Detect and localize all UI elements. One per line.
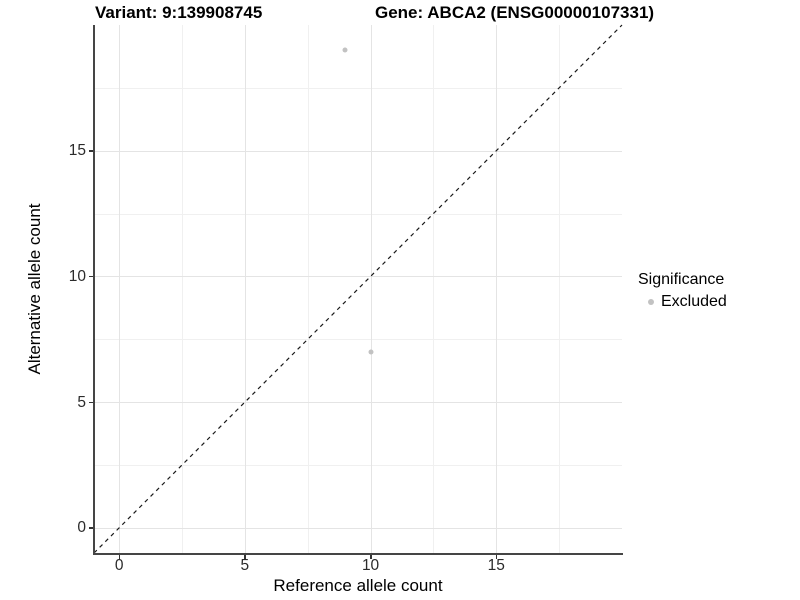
minor-gridline-x [433,25,435,553]
major-gridline-x [370,25,372,553]
y-tick-label: 10 [68,267,86,285]
x-axis-line [93,553,623,555]
x-tick-label: 5 [240,557,250,574]
x-tick-label: 15 [487,557,505,574]
y-axis-tick [89,527,93,529]
major-gridline-y [94,150,622,152]
legend: Significance Excluded [638,271,727,311]
legend-title: Significance [638,271,725,288]
minor-gridline-x [182,25,183,553]
x-axis-title: Reference allele count [273,576,443,595]
minor-gridline-y [94,213,622,215]
identity-reference-line [93,24,623,554]
excluded-point-icon [648,298,654,305]
plot-title-variant: Variant: 9:139908745 [95,3,263,22]
major-gridline-x [244,25,246,553]
x-axis-tick [495,554,498,559]
y-tick-label: 0 [77,519,86,537]
minor-gridline-y [94,465,622,466]
y-tick-label: 5 [77,393,86,411]
minor-gridline-y [94,339,622,341]
legend-item-excluded: Excluded [638,292,727,311]
legend-item-label: Excluded [661,292,727,310]
data-point [342,47,348,53]
y-axis-line [93,25,95,554]
y-axis-tick [89,401,93,404]
major-gridline-y [94,276,622,278]
minor-gridline-x [307,25,309,553]
minor-gridline-y [94,87,622,89]
plot-panel [93,24,623,554]
legend-key-swatch [643,294,659,310]
plot-title-gene: Gene: ABCA2 (ENSG00000107331) [375,3,655,22]
y-axis-title: Alternative allele count [25,203,44,375]
y-axis-tick [89,275,93,278]
x-tick-label: 10 [361,557,380,574]
x-axis-tick [244,554,246,559]
x-axis-tick [370,554,372,559]
minor-gridline-x [559,25,561,553]
major-gridline-y [94,402,622,404]
major-gridline-y [94,527,622,529]
data-point [368,349,374,355]
y-axis-tick [89,150,93,152]
major-gridline-x [119,25,121,553]
major-gridline-x [496,25,498,553]
x-axis-tick [118,554,121,559]
y-tick-label: 15 [68,142,86,160]
x-tick-label: 0 [114,557,124,574]
